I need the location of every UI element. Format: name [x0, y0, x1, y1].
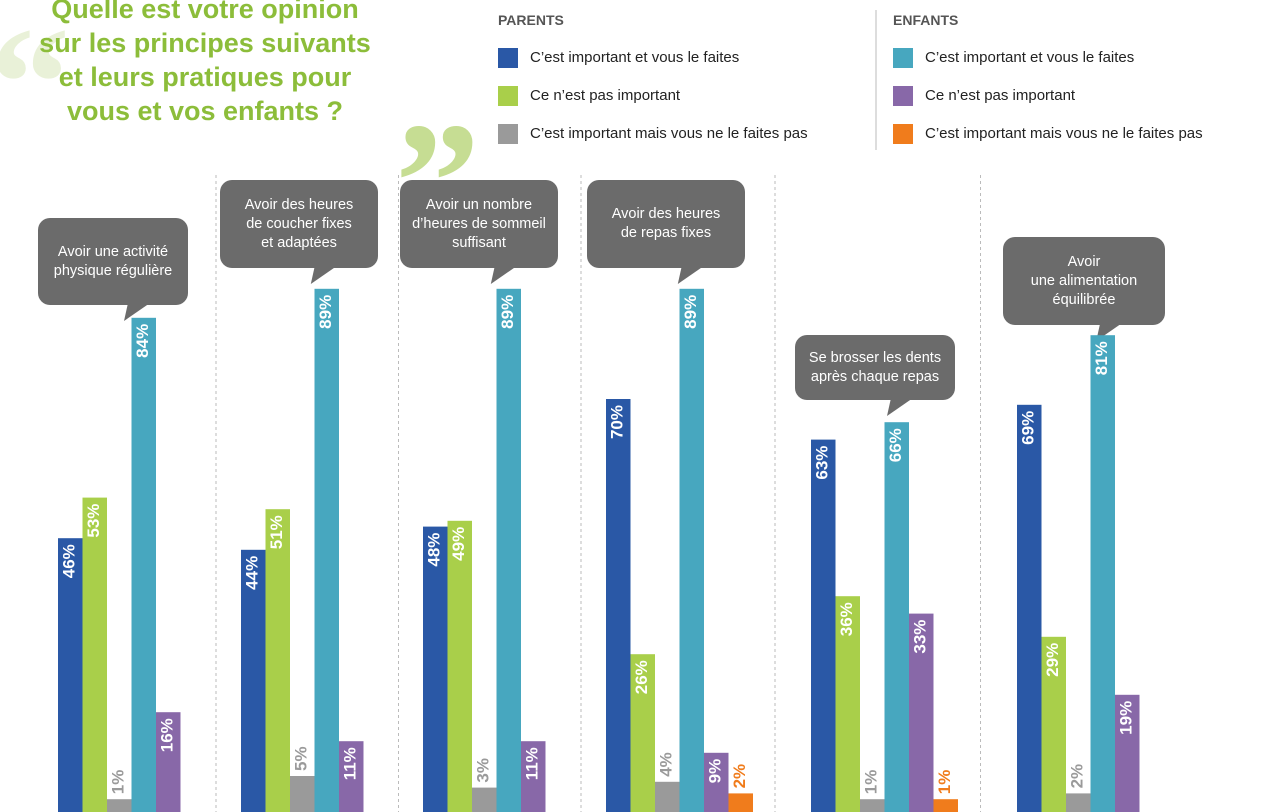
value-label: 53%: [84, 504, 103, 538]
bar: [1066, 793, 1091, 812]
value-label: 70%: [608, 405, 627, 439]
value-label: 48%: [425, 533, 444, 567]
value-label: 1%: [109, 770, 128, 795]
value-label: 5%: [292, 746, 311, 771]
bar: [423, 526, 448, 812]
legend-swatch: [893, 48, 913, 68]
bar: [496, 288, 521, 812]
bar: [314, 288, 339, 812]
legend-swatch: [893, 86, 913, 106]
bar: [606, 399, 631, 812]
bar: [447, 520, 472, 812]
value-label: 89%: [316, 295, 335, 329]
value-label: 16%: [158, 718, 177, 752]
bubble-tail: [490, 266, 517, 284]
bubble-tail: [124, 303, 150, 321]
value-label: 44%: [243, 556, 262, 590]
category-bubble: Avoir des heures de coucher fixes et ada…: [220, 180, 378, 268]
bar: [1090, 335, 1115, 812]
bar: [58, 538, 83, 812]
bar: [265, 509, 290, 812]
bar: [131, 317, 156, 812]
bar: [82, 497, 107, 812]
legend-label: C’est important et vous le faites: [530, 49, 740, 66]
value-label: 26%: [632, 660, 651, 694]
value-label: 3%: [474, 758, 493, 783]
bar: [290, 776, 315, 812]
bar: [1041, 636, 1066, 812]
value-label: 2%: [1068, 764, 1087, 789]
bar: [835, 596, 860, 812]
value-label: 89%: [681, 295, 700, 329]
value-label: 46%: [60, 544, 79, 578]
legend-label: C’est important mais vous ne le faites p…: [925, 125, 1203, 142]
bar: [521, 741, 546, 812]
value-label: 9%: [706, 759, 725, 784]
category-bubble: Se brosser les dents après chaque repas: [795, 335, 955, 400]
bar: [630, 654, 655, 812]
bar: [339, 741, 364, 812]
legend-label: Ce n’est pas important: [530, 87, 681, 104]
bar: [860, 799, 885, 812]
legend-swatch: [498, 124, 518, 144]
value-label: 49%: [449, 527, 468, 561]
value-label: 51%: [267, 515, 286, 549]
bar: [1017, 404, 1042, 812]
value-label: 4%: [657, 752, 676, 777]
legend-swatch: [498, 86, 518, 106]
bar: [884, 422, 909, 812]
chart-title: Quelle est votre opinion sur les princip…: [39, 0, 371, 126]
bar: [241, 549, 266, 812]
value-label: 66%: [886, 428, 905, 462]
legend-title: PARENTS: [498, 12, 564, 28]
bar: [107, 799, 132, 812]
bubble-tail: [887, 398, 913, 416]
category-bubble: Avoir une alimentation équilibrée: [1003, 237, 1165, 325]
category-bubble: Avoir un nombre d’heures de sommeil suff…: [400, 180, 558, 268]
bar: [909, 613, 934, 812]
value-label: 33%: [911, 620, 930, 654]
value-label: 89%: [498, 295, 517, 329]
legend-swatch: [498, 48, 518, 68]
bar: [472, 787, 497, 812]
category-bubble: Avoir des heures de repas fixes: [587, 180, 745, 268]
legend-label: C’est important mais vous ne le faites p…: [530, 125, 808, 142]
legend-title: ENFANTS: [893, 12, 959, 28]
bar: [728, 793, 753, 812]
value-label: 63%: [813, 446, 832, 480]
legend-swatch: [893, 124, 913, 144]
value-label: 11%: [341, 747, 360, 780]
legend-label: C’est important et vous le faites: [925, 49, 1135, 66]
value-label: 2%: [730, 764, 749, 789]
bar: [655, 781, 680, 812]
bar: [704, 752, 729, 812]
bubble-tail: [310, 266, 337, 284]
legend-label: Ce n’est pas important: [925, 87, 1076, 104]
value-label: 29%: [1043, 643, 1062, 677]
value-label: 84%: [133, 324, 152, 358]
bar: [933, 799, 958, 812]
bar: [156, 712, 181, 812]
category-bubble: Avoir une activité physique régulière: [38, 218, 188, 305]
value-label: 11%: [523, 747, 542, 780]
value-label: 36%: [837, 602, 856, 636]
value-label: 69%: [1019, 411, 1038, 445]
value-label: 1%: [935, 770, 954, 795]
value-label: 81%: [1092, 341, 1111, 375]
quote-deco: “: [0, 0, 70, 172]
value-label: 1%: [862, 770, 881, 795]
value-label: 19%: [1117, 701, 1136, 735]
bar: [1115, 694, 1140, 812]
bar: [679, 288, 704, 812]
bubble-tail: [677, 266, 704, 284]
bar: [811, 439, 836, 812]
